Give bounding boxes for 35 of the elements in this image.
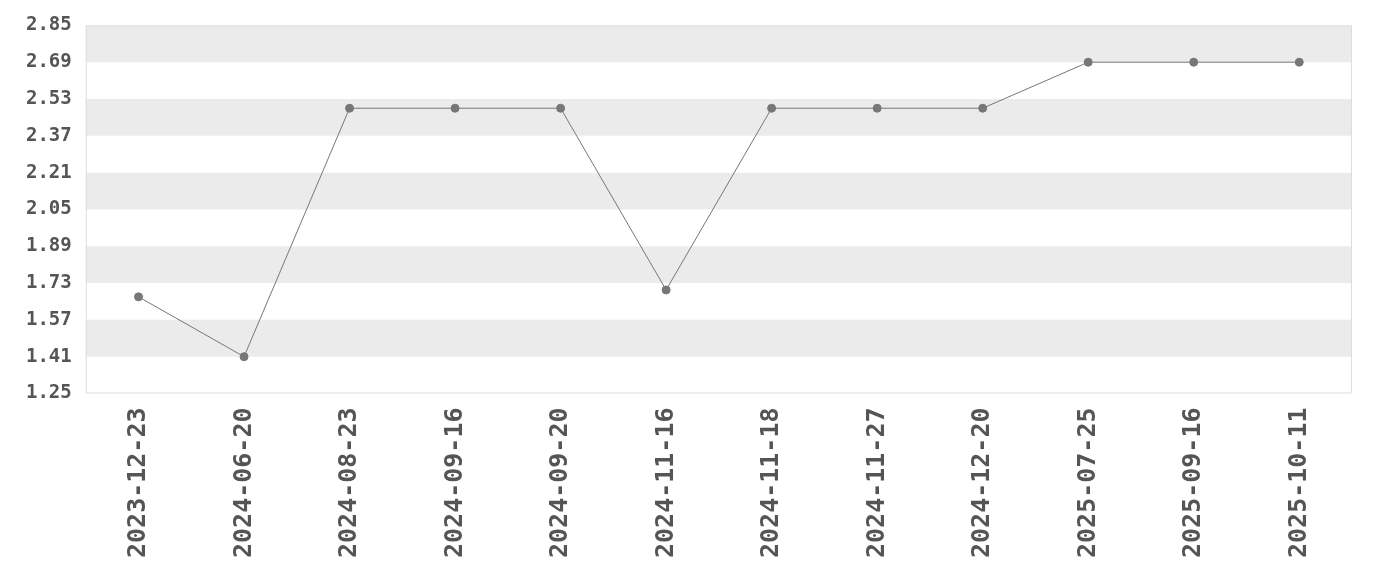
y-tick-label: 1.57: [25, 306, 72, 329]
point: [450, 103, 460, 113]
point: [1189, 57, 1199, 67]
x-tick-label: 2024-12-20: [966, 407, 996, 558]
point: [134, 292, 144, 302]
y-tick-label: 1.89: [25, 233, 72, 256]
point: [872, 103, 882, 113]
y-tick-label: 2.21: [25, 159, 72, 182]
x-tick-label: 2024-09-16: [438, 407, 468, 558]
y-tick-label: 2.37: [25, 122, 72, 145]
x-tick-label: 2025-10-11: [1282, 407, 1312, 558]
y-tick-label: 1.73: [25, 270, 72, 292]
x-tick-label: 2024-08-23: [333, 407, 363, 558]
x-tick-label: 2025-09-16: [1177, 407, 1207, 558]
x-tick-label: 2024-11-16: [649, 407, 679, 558]
point: [239, 352, 249, 362]
x-tick-label: 2025-07-25: [1071, 407, 1101, 558]
x-tick-label: 2023-12-23: [122, 407, 152, 558]
y-tick-label: 2.85: [25, 12, 72, 35]
y-tick-label: 1.41: [25, 343, 72, 366]
point: [978, 103, 988, 113]
x-tick-label: 2024-06-20: [227, 407, 257, 558]
y-tick-label: 2.53: [25, 85, 72, 108]
y-tick-label: 1.25: [25, 380, 72, 403]
point: [556, 103, 566, 113]
point: [1294, 57, 1304, 67]
x-tick-label: 2024-11-27: [860, 407, 890, 558]
y-tick-label: 2.05: [25, 196, 72, 219]
point: [767, 103, 777, 113]
point: [1083, 57, 1093, 67]
x-tick-label: 2024-11-18: [755, 407, 785, 558]
point: [661, 285, 671, 295]
y-tick-label: 2.69: [25, 49, 72, 72]
point: [345, 103, 355, 113]
x-tick-label: 2024-09-20: [544, 407, 574, 558]
